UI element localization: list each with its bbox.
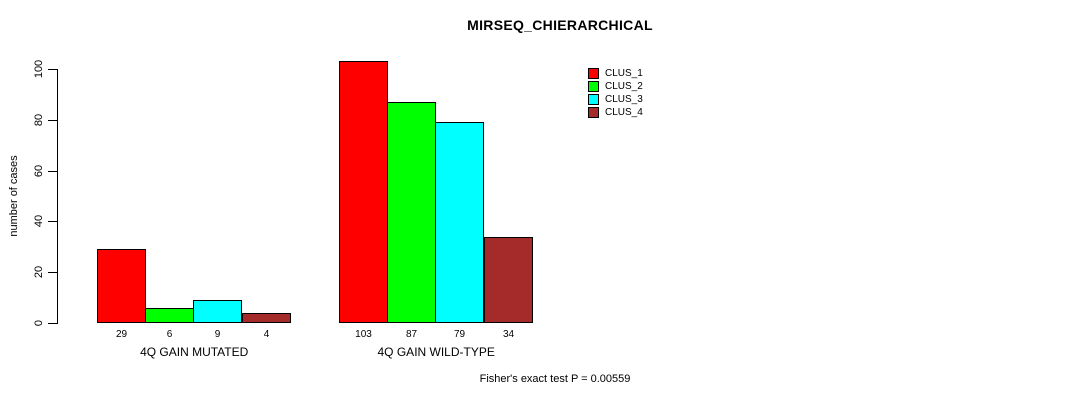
- y-axis-label: number of cases: [8, 155, 20, 237]
- bar-clus_1-2: [339, 61, 388, 323]
- y-tick-label: 40: [33, 214, 45, 228]
- y-tick: [48, 69, 57, 70]
- bar-clus_4-2: [484, 237, 533, 323]
- legend-row-clus_2: CLUS_2: [588, 80, 643, 93]
- y-tick-label: 0: [33, 319, 45, 327]
- y-tick-label: 60: [33, 164, 45, 178]
- bar-clus_3-2: [435, 122, 484, 323]
- legend-row-clus_4: CLUS_4: [588, 106, 643, 119]
- y-tick-label: 20: [33, 265, 45, 279]
- chart-title: MIRSEQ_CHIERARCHICAL: [467, 17, 653, 33]
- y-axis-line: [57, 69, 58, 324]
- y-tick: [48, 323, 57, 324]
- legend-swatch-clus_1: [588, 68, 599, 79]
- y-tick-label: 100: [33, 59, 45, 79]
- y-tick-label: 80: [33, 113, 45, 127]
- fisher-test-annotation: Fisher's exact test P = 0.00559: [479, 373, 631, 385]
- category-label: 4Q GAIN WILD-TYPE: [377, 345, 495, 359]
- bar-value-label: 79: [453, 329, 466, 340]
- legend-swatch-clus_4: [588, 107, 599, 118]
- y-tick: [48, 120, 57, 121]
- bar-clus_4-1: [242, 313, 291, 323]
- bar-value-label: 29: [115, 329, 128, 340]
- bar-value-label: 6: [166, 329, 173, 340]
- legend-row-clus_3: CLUS_3: [588, 93, 643, 106]
- legend-swatch-clus_2: [588, 81, 599, 92]
- bar-value-label: 103: [355, 329, 372, 340]
- legend-label: CLUS_1: [605, 68, 643, 79]
- y-tick: [48, 272, 57, 273]
- bar-value-label: 34: [502, 329, 515, 340]
- y-tick: [48, 171, 57, 172]
- legend-row-clus_1: CLUS_1: [588, 67, 643, 80]
- bar-value-label: 87: [405, 329, 418, 340]
- bar-clus_1-1: [97, 249, 146, 323]
- legend-swatch-clus_3: [588, 94, 599, 105]
- bar-clus_3-1: [193, 300, 242, 323]
- bar-value-label: 4: [263, 329, 270, 340]
- bar-value-label: 9: [214, 329, 221, 340]
- legend-label: CLUS_2: [605, 81, 643, 92]
- legend-label: CLUS_4: [605, 107, 643, 118]
- legend-label: CLUS_3: [605, 94, 643, 105]
- category-label: 4Q GAIN MUTATED: [140, 345, 249, 359]
- bar-clus_2-1: [145, 308, 194, 323]
- y-tick: [48, 221, 57, 222]
- legend: CLUS_1 CLUS_2 CLUS_3 CLUS_4: [588, 67, 643, 119]
- bar-clus_2-2: [387, 102, 436, 323]
